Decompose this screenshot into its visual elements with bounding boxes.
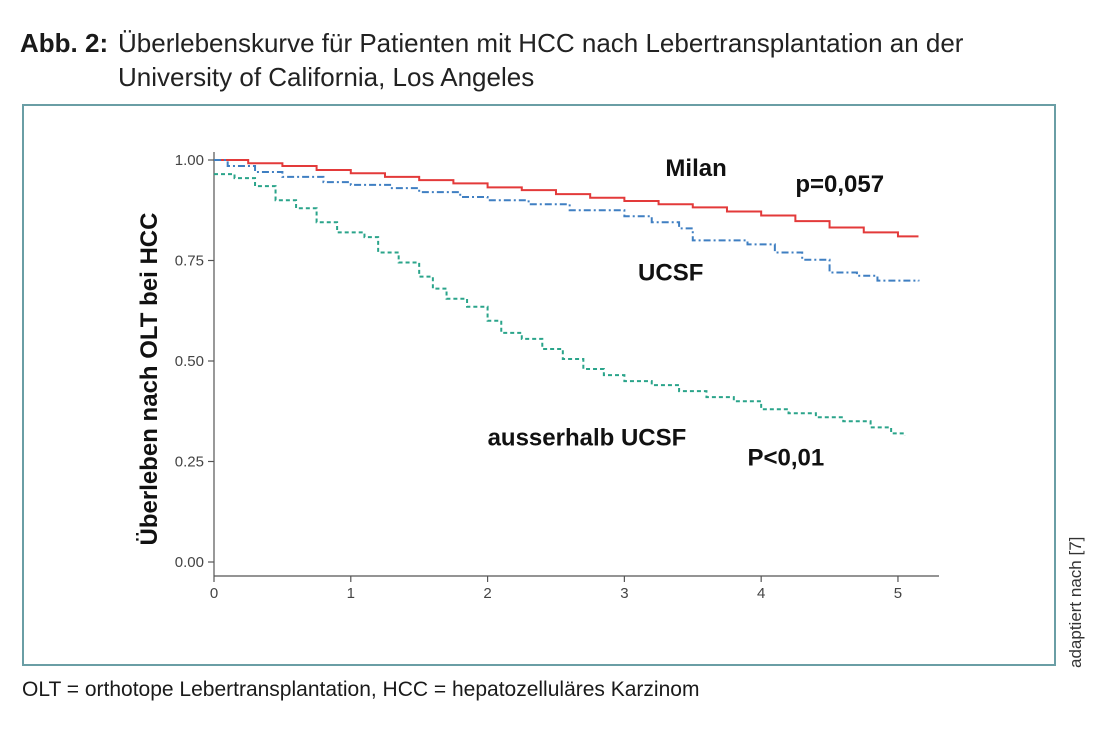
x-tick-label: 1 [347,585,355,602]
annotation-label: ausserhalb UCSF [488,424,687,451]
annotation-label: UCSF [638,260,703,287]
figure-title-text: Überlebenskurve für Patienten mit HCC na… [118,28,964,92]
survival-chart: 0.00 0.25 0.50 0.75 1.00 0 1 2 3 4 5 Überleben nach… [136,152,939,602]
source-note: adaptiert nach [7] [1066,536,1085,668]
x-tick-label: 4 [757,585,765,602]
x-tick-label: 0 [210,585,218,602]
figure-caption: OLT = orthotope Lebertransplantation, HC… [22,678,700,701]
x-tick-label: 5 [894,585,902,602]
y-tick-label: 0.25 [175,454,204,471]
y-axis-label: Überleben nach OLT bei HCC [136,213,163,546]
x-tick-label: 3 [620,585,628,602]
x-tick-label: 2 [483,585,491,602]
series-line-ucsf [214,159,920,282]
y-tick-label: 1.00 [175,152,204,169]
annotation-label: p=0,057 [795,171,884,198]
figure-label: Abb. 2: [20,28,109,58]
chart-frame: 0.00 0.25 0.50 0.75 1.00 0 1 2 3 4 5 Überleben nach… [22,104,1056,666]
y-tick-label: 0.75 [175,253,204,270]
annotation-label: P<0,01 [747,445,824,472]
annotation-label: Milan [665,155,726,182]
y-tick-label: 0.00 [175,554,204,571]
series-line-milan [214,159,919,238]
series-line-ausserhalb-ucsf [214,173,906,436]
y-tick-label: 0.50 [175,353,204,370]
